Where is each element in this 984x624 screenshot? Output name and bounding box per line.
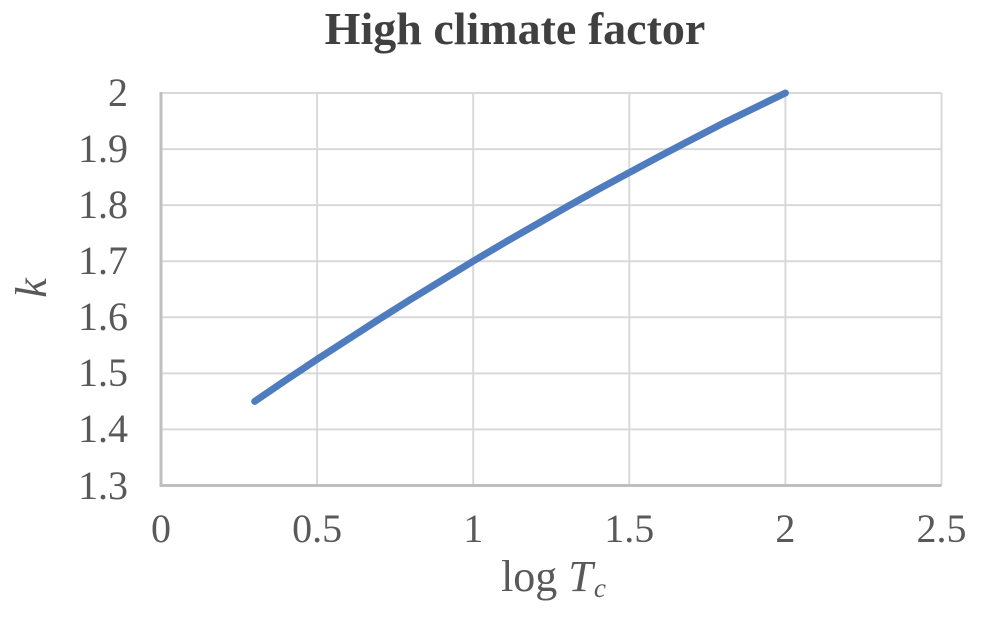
y-tick-label: 1.8: [78, 182, 128, 228]
y-tick-label: 1.3: [78, 462, 128, 508]
y-tick-label: 1.5: [78, 350, 128, 396]
x-axis-title: log Tc: [501, 552, 606, 603]
x-axis-title-variable: T: [568, 552, 593, 601]
series-line: [251, 89, 789, 405]
chart-title: High climate factor: [324, 3, 706, 54]
y-tick-label: 1.7: [78, 238, 128, 284]
y-tick-label: 2: [108, 70, 128, 115]
x-tick-label: 0.5: [292, 506, 343, 551]
y-tick-label: 1.4: [78, 406, 128, 452]
x-tick-label: 1.5: [604, 506, 655, 551]
y-tick-label: 1.9: [78, 126, 128, 172]
x-axis-title-subscript: c: [593, 573, 606, 603]
x-tick-label: 2: [775, 506, 796, 551]
x-tick-label: 2.5: [916, 506, 967, 551]
x-axis-title-prefix: log: [501, 552, 569, 601]
x-tick-label: 0: [151, 506, 171, 551]
y-tick-label: 1.6: [78, 294, 128, 340]
x-tick-label: 1: [463, 506, 484, 551]
